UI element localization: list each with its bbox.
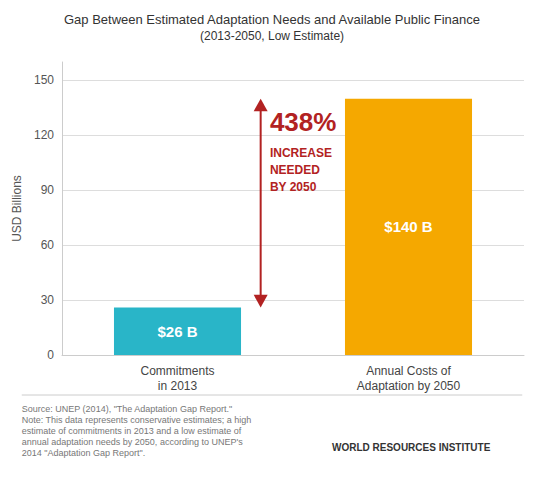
- svg-text:INCREASE: INCREASE: [270, 146, 332, 160]
- svg-text:USD Billions: USD Billions: [10, 175, 24, 242]
- svg-text:estimate of commitments in 201: estimate of commitments in 2013 and a lo…: [22, 426, 242, 436]
- svg-text:Gap Between Estimated Adaptati: Gap Between Estimated Adaptation Needs a…: [64, 12, 480, 27]
- svg-text:in 2013: in 2013: [158, 379, 198, 393]
- svg-text:90: 90: [41, 183, 55, 197]
- svg-text:2014 "Adaptation Gap Report".: 2014 "Adaptation Gap Report".: [22, 448, 145, 458]
- svg-text:$140 B: $140 B: [384, 218, 433, 235]
- svg-text:$26 B: $26 B: [157, 323, 197, 340]
- svg-text:120: 120: [34, 128, 54, 142]
- svg-text:30: 30: [41, 293, 55, 307]
- svg-text:NEEDED: NEEDED: [270, 163, 320, 177]
- svg-text:0: 0: [47, 348, 54, 362]
- svg-text:438%: 438%: [270, 107, 337, 137]
- svg-text:Annual Costs of: Annual Costs of: [366, 364, 451, 378]
- svg-text:annual adaptation needs by 205: annual adaptation needs by 2050, accordi…: [22, 437, 243, 447]
- svg-text:Source: UNEP (2014), "The Adap: Source: UNEP (2014), "The Adaptation Gap…: [22, 404, 232, 414]
- svg-text:BY 2050: BY 2050: [270, 180, 317, 194]
- svg-text:Note: This data represents con: Note: This data represents conservative …: [22, 415, 251, 425]
- svg-text:WORLD RESOURCES INSTITUTE: WORLD RESOURCES INSTITUTE: [332, 442, 491, 453]
- svg-text:Commitments: Commitments: [140, 364, 214, 378]
- svg-text:60: 60: [41, 238, 55, 252]
- svg-text:150: 150: [34, 73, 54, 87]
- svg-text:Adaptation by 2050: Adaptation by 2050: [357, 379, 461, 393]
- svg-text:(2013-2050, Low Estimate): (2013-2050, Low Estimate): [200, 29, 344, 43]
